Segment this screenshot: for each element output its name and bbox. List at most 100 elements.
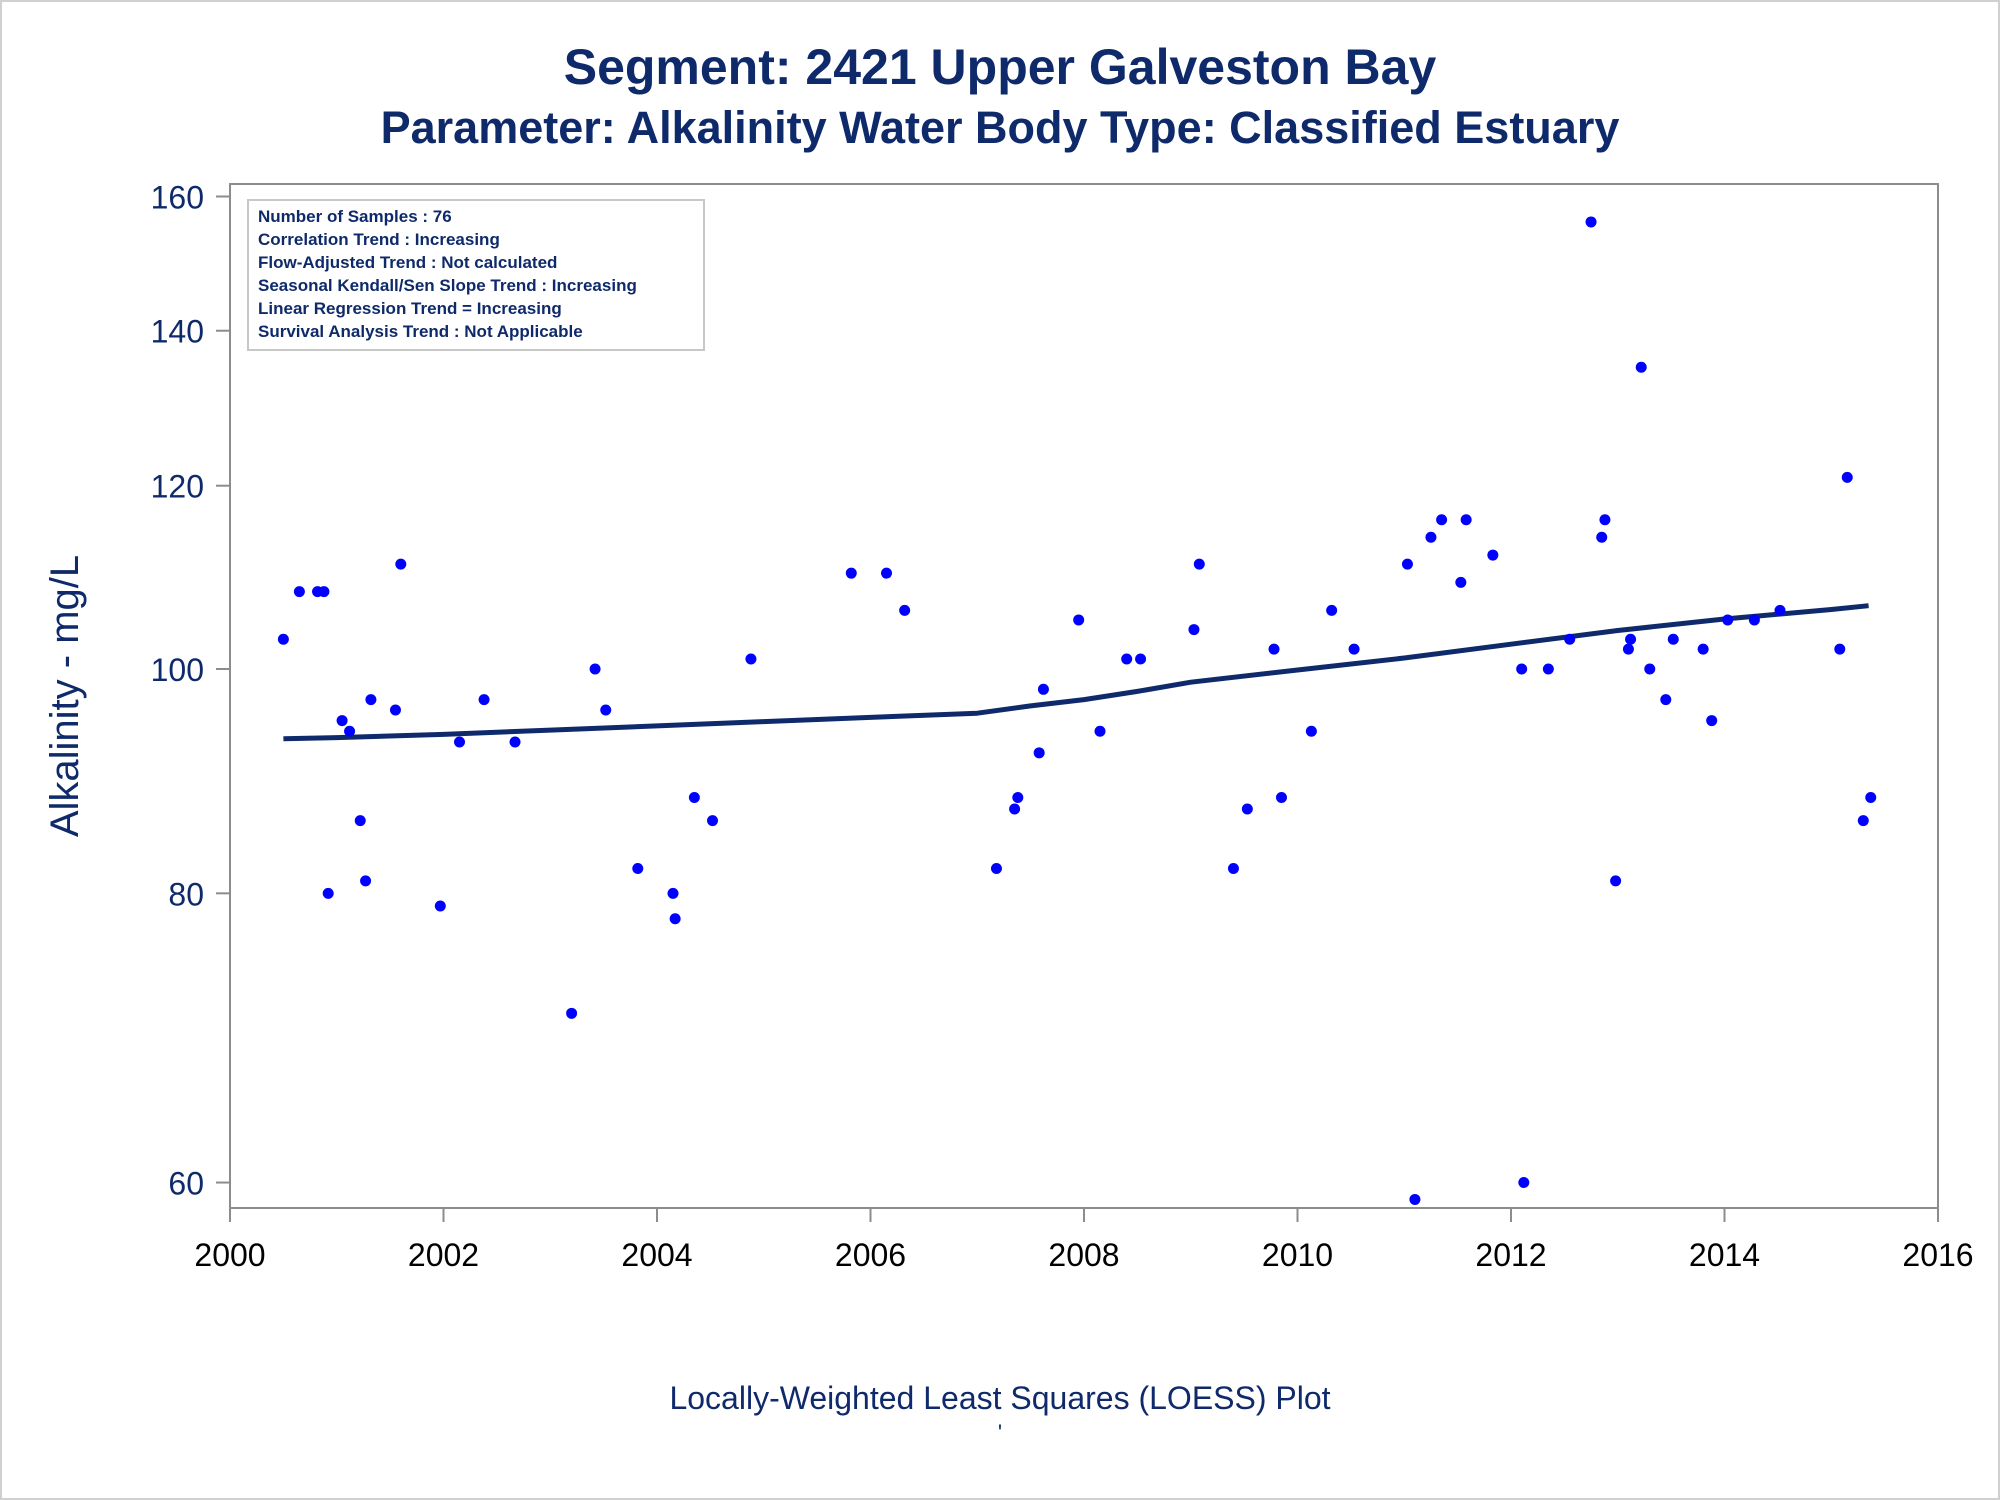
data-point [1865,792,1877,804]
y-tick-label: 60 [168,1166,204,1202]
y-axis: 60 80 100 120 140 160 [151,179,230,1202]
data-point [632,863,644,875]
data-point [1305,725,1317,737]
data-point [354,815,366,827]
data-point [1193,558,1205,570]
data-point [1487,549,1499,561]
data-point [589,663,601,675]
data-point [1625,633,1637,645]
data-point [1401,558,1413,570]
data-point [707,815,719,827]
data-point [1622,643,1634,655]
data-point [1268,643,1280,655]
data-point [1009,803,1021,815]
data-point [389,704,401,716]
data-point [1326,604,1338,616]
data-point [1425,531,1437,543]
data-point [600,704,612,716]
data-point [1722,614,1734,626]
loess-layer [283,603,1869,742]
data-point [745,653,757,665]
data-point [395,558,407,570]
x-tick-label: 2012 [1475,1237,1546,1273]
data-point [1596,531,1608,543]
x-tick-label: 2002 [408,1237,479,1273]
data-point [1188,624,1200,636]
x-tick-label: 2014 [1689,1237,1760,1273]
x-tick-label: 2010 [1262,1237,1333,1273]
y-tick-label: 80 [168,876,204,912]
data-point [1121,653,1133,665]
x-tick-label: 2004 [621,1237,692,1273]
y-tick-label: 100 [151,652,204,688]
y-axis-label: Alkalinity - mg/L [43,555,87,837]
data-point [1516,663,1528,675]
data-point [1585,216,1597,228]
stats-box-border [247,199,705,351]
stats-box: Number of Samples : 76 Correlation Trend … [247,199,705,351]
data-point [1599,514,1611,526]
data-point [1241,803,1253,815]
data-point [1135,653,1147,665]
data-point [1667,633,1679,645]
data-point [1436,514,1448,526]
data-point [1660,694,1672,706]
footnote-mark: ' [997,1420,1003,1445]
y-tick-label: 140 [151,314,204,350]
data-point [509,736,521,748]
data-point [1774,604,1786,616]
data-point [344,725,356,737]
x-tick-label: 2016 [1902,1237,1973,1273]
stats-line: Linear Regression Trend = Increasing [258,299,562,318]
y-tick-label: 120 [151,469,204,505]
data-point [293,586,305,598]
data-point [1033,747,1045,759]
data-point [322,887,334,899]
data-point [434,900,446,912]
data-point [336,715,348,727]
data-point [1748,614,1760,626]
stats-line: Number of Samples : 76 [258,207,452,226]
data-point [1094,725,1106,737]
data-point [1227,863,1239,875]
data-point [881,567,893,579]
data-point [688,792,700,804]
data-point [1697,643,1709,655]
data-point [1542,663,1554,675]
chart-subtitle: Parameter: Alkalinity Water Body Type: C… [380,102,1620,153]
x-tick-label: 2008 [1048,1237,1119,1273]
data-point [1834,643,1846,655]
loess-line [283,603,1869,742]
data-point [1564,633,1576,645]
data-point [1409,1193,1421,1205]
data-point [1610,875,1622,887]
data-point [1275,792,1287,804]
data-point [1635,361,1647,373]
data-point [899,604,911,616]
data-point [1012,792,1024,804]
data-point [1348,643,1360,655]
data-point [277,633,289,645]
stats-line: Seasonal Kendall/Sen Slope Trend : Incre… [258,276,637,295]
data-point [1460,514,1472,526]
data-point [1037,683,1049,695]
x-tick-label: 2006 [835,1237,906,1273]
data-point [1455,576,1467,588]
data-point [1841,471,1853,483]
data-point [1644,663,1656,675]
data-point [990,863,1002,875]
stats-line: Correlation Trend : Increasing [258,230,500,249]
data-point [1857,815,1869,827]
stats-line: Flow-Adjusted Trend : Not calculated [258,253,557,272]
data-point [360,875,372,887]
data-point [1706,715,1718,727]
data-point [365,694,377,706]
data-point [845,567,857,579]
footnote: Locally-Weighted Least Squares (LOESS) P… [669,1380,1331,1416]
x-tick-label: 2000 [194,1237,265,1273]
points-layer [277,216,1877,1205]
data-point [566,1007,578,1019]
y-tick-label: 160 [151,179,204,215]
data-point [1073,614,1085,626]
data-point [318,586,330,598]
